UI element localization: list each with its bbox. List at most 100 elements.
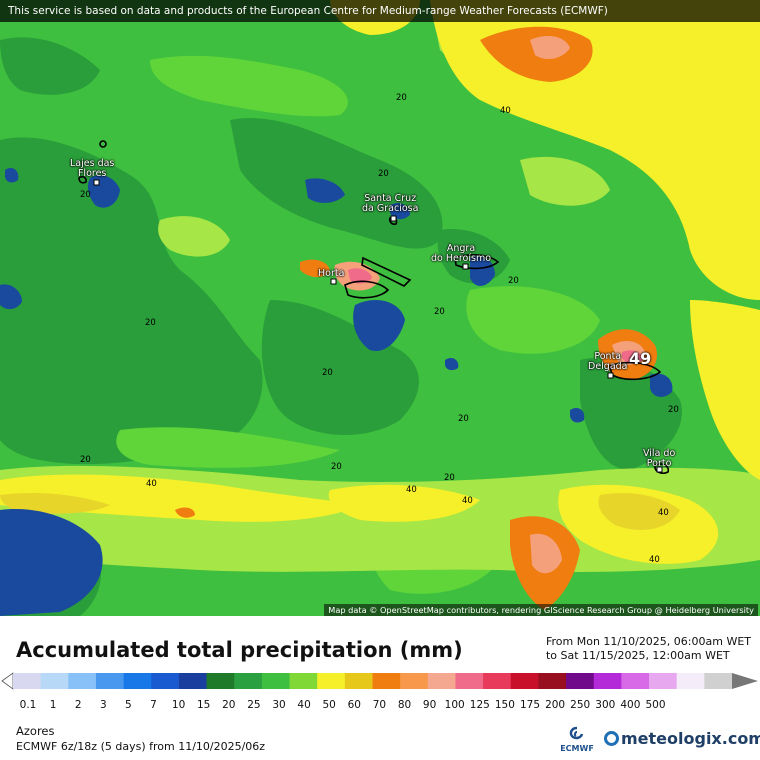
legend-label: 3 — [100, 699, 107, 711]
isoline-label: 40 — [406, 485, 417, 495]
legend-label: 100 — [445, 699, 465, 711]
legend-label: 5 — [125, 699, 132, 711]
legend-swatch — [621, 673, 650, 689]
ecmwf-logo-text: ECMWF — [560, 744, 594, 753]
isoline-label: 20 — [508, 276, 519, 286]
isoline-label: 40 — [500, 106, 511, 116]
ecmwf-logo[interactable]: ECMWF — [560, 726, 594, 756]
legend-arrow-low — [1, 672, 14, 690]
legend-label: 1 — [50, 699, 57, 711]
meteologix-logo-icon — [604, 731, 619, 746]
ecmwf-banner: This service is based on data and produc… — [0, 0, 760, 22]
legend-swatch — [344, 673, 373, 689]
legend-label: 50 — [323, 699, 336, 711]
legend-label: 25 — [247, 699, 260, 711]
legend-swatch — [206, 673, 235, 689]
legend-label: 70 — [373, 699, 386, 711]
isoline-label: 40 — [658, 508, 669, 518]
legend-label: 300 — [595, 699, 615, 711]
legend-label: 200 — [545, 699, 565, 711]
region-name: Azores — [16, 724, 55, 738]
isoline-label: 40 — [649, 555, 660, 565]
legend-swatch — [261, 673, 291, 689]
meteologix-logo-text: meteologix.com — [621, 729, 760, 748]
town-horta[interactable]: Horta — [318, 269, 344, 279]
legend-swatch — [317, 673, 346, 689]
orange-areas — [175, 26, 658, 610]
meteologix-logo[interactable]: meteologix.com — [604, 729, 760, 748]
legend-label: 150 — [495, 699, 515, 711]
legend-label: 125 — [470, 699, 490, 711]
isoline-label: 20 — [378, 169, 389, 179]
isoline-label: 20 — [434, 307, 445, 317]
legend-label: 80 — [398, 699, 411, 711]
town-lajes-das-flores[interactable]: Lajes das Flores — [70, 159, 114, 179]
town-label-line1: Santa Cruz — [364, 193, 417, 204]
isoline-label: 20 — [668, 405, 679, 415]
town-label-line2: da Graciosa — [362, 203, 419, 214]
legend-swatch — [289, 673, 318, 689]
legend-swatch — [427, 673, 456, 689]
legend-swatch — [13, 673, 42, 689]
legend-swatch — [400, 673, 429, 689]
map-attribution: Map data © OpenStreetMap contributors, r… — [324, 604, 758, 616]
legend-swatch — [704, 673, 733, 689]
legend-label: 400 — [620, 699, 640, 711]
chart-title: Accumulated total precipitation (mm) — [16, 638, 463, 662]
town-label-line1: Ponta — [594, 351, 622, 362]
legend-swatch — [676, 673, 705, 689]
legend-label: 10 — [172, 699, 185, 711]
precipitation-map[interactable]: This service is based on data and produc… — [0, 0, 760, 616]
legend-label: 60 — [348, 699, 361, 711]
town-markers — [93, 179, 663, 473]
isoline-label: 20 — [80, 455, 91, 465]
legend-swatch — [123, 673, 152, 689]
yellow-dark-areas — [0, 493, 680, 530]
legend-swatch — [593, 673, 622, 689]
town-label-line2: Delgada — [588, 361, 628, 372]
legend-swatch — [68, 673, 97, 689]
isoline-label: 20 — [458, 414, 469, 424]
legend-label: 40 — [297, 699, 310, 711]
ecmwf-swirl-icon — [569, 726, 584, 740]
town-ponta-delgada[interactable]: Ponta Delgada — [588, 352, 628, 372]
forecast-period: From Mon 11/10/2025, 06:00am WET to Sat … — [546, 635, 751, 663]
legend-label: 500 — [645, 699, 665, 711]
town-label-line2: do Heroísmo — [431, 253, 492, 264]
legend-label: 250 — [570, 699, 590, 711]
town-angra-do-heroismo[interactable]: Angra do Heroísmo — [431, 244, 491, 264]
town-santa-cruz-da-graciosa[interactable]: Santa Cruz da Graciosa — [362, 194, 418, 214]
isoline-label: 20 — [396, 93, 407, 103]
legend-label: 90 — [423, 699, 436, 711]
town-label-line1: Horta — [318, 268, 345, 279]
legend-swatch — [538, 673, 567, 689]
legend-label: 20 — [222, 699, 235, 711]
period-to: to Sat 11/15/2025, 12:00am WET — [545, 649, 730, 662]
legend-label: 15 — [197, 699, 210, 711]
town-label-line1: Vila do — [643, 448, 676, 459]
legend-swatch — [234, 673, 263, 689]
legend-swatch — [455, 673, 484, 689]
legend-label: 7 — [150, 699, 157, 711]
town-vila-do-porto[interactable]: Vila do Porto — [643, 449, 675, 469]
legend-swatch — [649, 673, 678, 689]
period-from: From Mon 11/10/2025, 06:00am WET — [545, 635, 751, 648]
legend-swatch — [95, 673, 125, 689]
isoline-label: 40 — [146, 479, 157, 489]
legend-swatch — [566, 673, 595, 689]
isoline-label: 40 — [462, 496, 473, 506]
legend-label: 30 — [272, 699, 285, 711]
legend-swatch — [151, 673, 180, 689]
town-label-line2: Flores — [77, 168, 107, 179]
model-info: ECMWF 6z/18z (5 days) from 11/10/2025/06… — [16, 740, 266, 753]
isoline-label: 20 — [331, 462, 342, 472]
isoline-label: 20 — [145, 318, 156, 328]
legend-swatch — [510, 673, 539, 689]
blue-areas — [0, 168, 673, 616]
max-precip-label: 49 — [629, 349, 652, 368]
legend-swatch — [483, 673, 512, 689]
precipitation-field — [0, 0, 760, 616]
legend-label: 0.1 — [20, 699, 37, 711]
town-label-line1: Angra — [446, 243, 476, 254]
legend-swatch — [372, 673, 401, 689]
